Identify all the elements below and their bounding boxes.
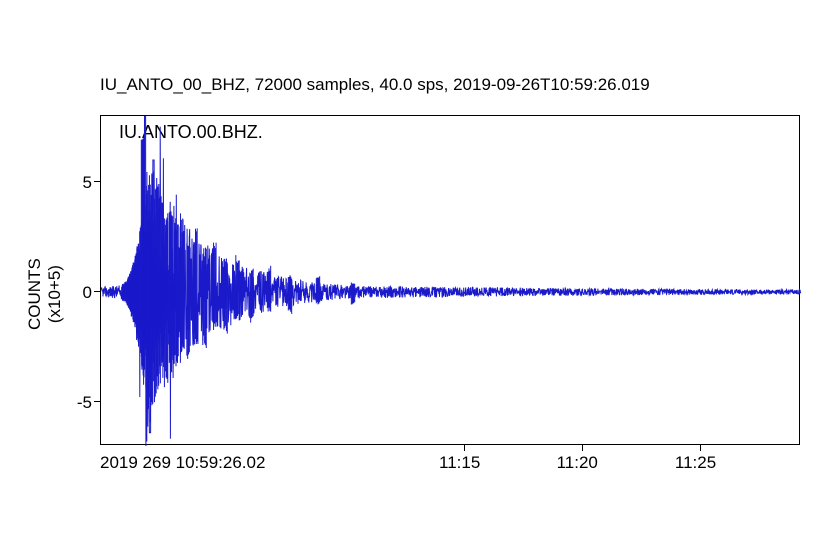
xtick-label: 11:15 xyxy=(439,453,480,473)
ytick-mark xyxy=(94,291,100,292)
xtick-mark xyxy=(464,445,465,451)
ytick-mark xyxy=(94,181,100,182)
ytick-label: 0 xyxy=(83,283,92,303)
xtick-label: 2019 269 10:59:26.02 xyxy=(100,453,265,473)
xtick-label: 11:20 xyxy=(557,453,598,473)
xtick-mark xyxy=(582,445,583,451)
chart-title: IU_ANTO_00_BHZ, 72000 samples, 40.0 sps,… xyxy=(100,75,650,95)
y-axis-label: COUNTS (x10+5) xyxy=(25,258,65,330)
xtick-label: 11:25 xyxy=(675,453,716,473)
chart-container: IU_ANTO_00_BHZ, 72000 samples, 40.0 sps,… xyxy=(0,0,840,560)
y-axis-label-line2: (x10+5) xyxy=(45,258,65,330)
y-axis-label-line1: COUNTS xyxy=(25,258,45,330)
ytick-label: -5 xyxy=(77,393,92,413)
ytick-label: 5 xyxy=(83,173,92,193)
ytick-mark xyxy=(94,401,100,402)
xtick-mark xyxy=(700,445,701,451)
plot-area: IU.ANTO.00.BHZ. xyxy=(100,115,800,445)
seismogram-trace xyxy=(101,116,801,446)
